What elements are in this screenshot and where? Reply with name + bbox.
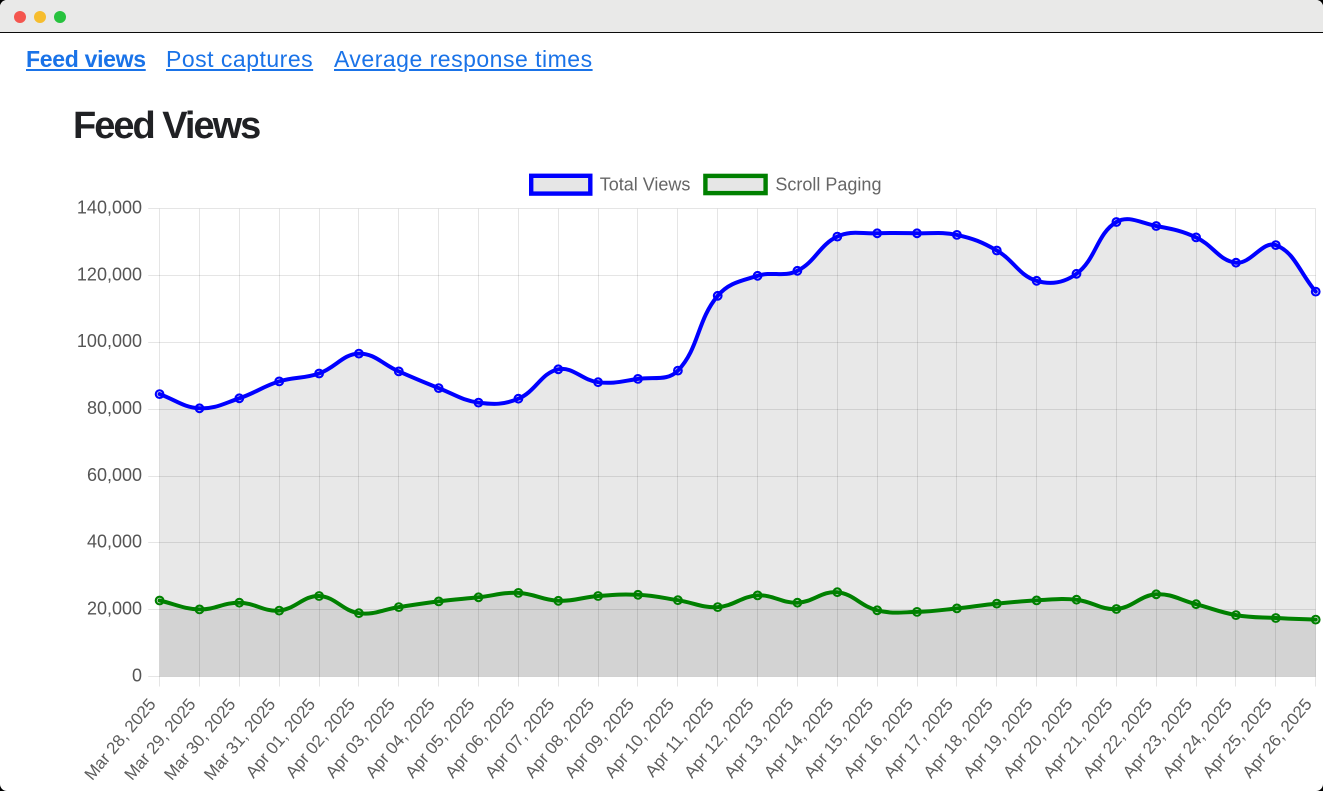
svg-text:80,000: 80,000	[87, 398, 142, 418]
svg-text:140,000: 140,000	[77, 198, 142, 218]
svg-text:60,000: 60,000	[87, 465, 142, 485]
svg-text:Scroll Paging: Scroll Paging	[775, 175, 881, 195]
svg-text:40,000: 40,000	[87, 532, 142, 552]
svg-text:Total Views: Total Views	[600, 175, 691, 195]
svg-text:120,000: 120,000	[77, 264, 142, 284]
svg-text:100,000: 100,000	[77, 331, 142, 351]
svg-text:0: 0	[132, 665, 142, 685]
svg-text:20,000: 20,000	[87, 599, 142, 619]
